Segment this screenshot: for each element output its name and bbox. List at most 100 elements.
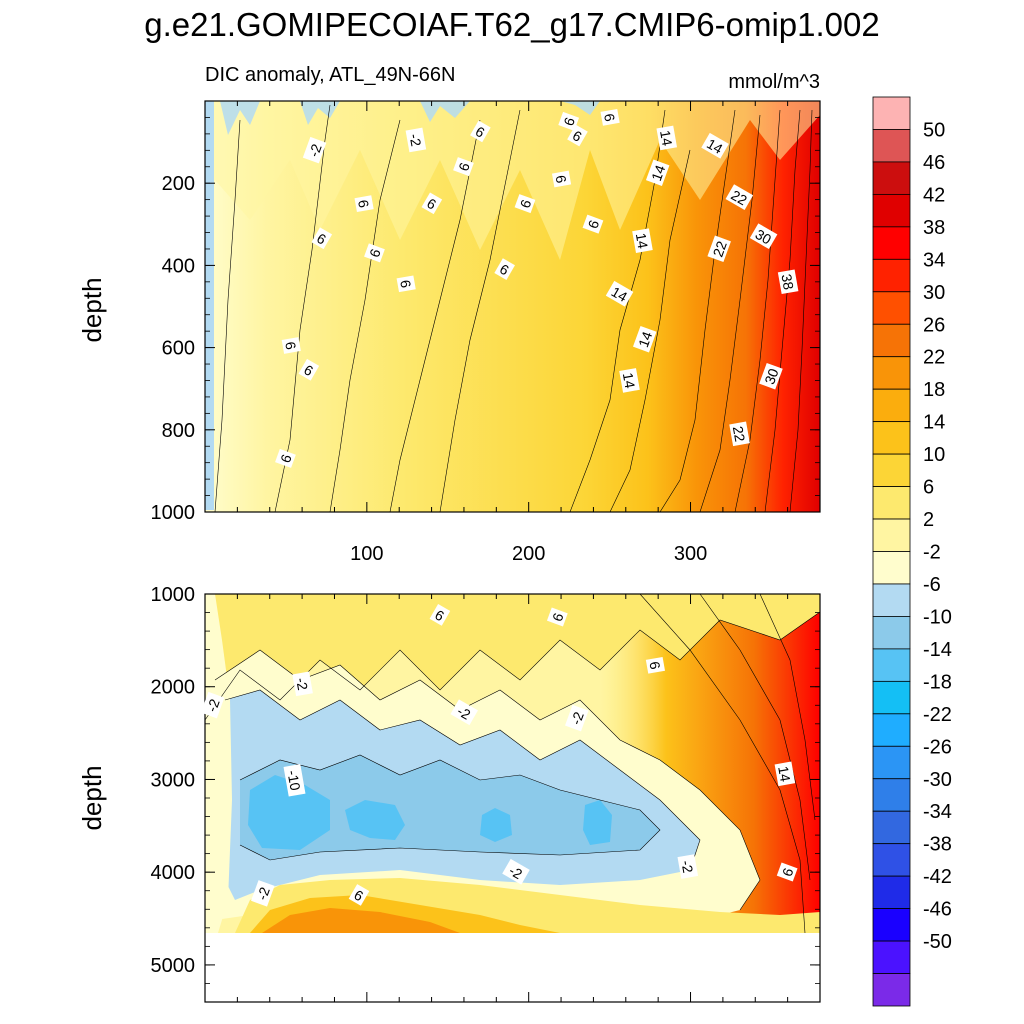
contour-label-box [605, 280, 634, 307]
contour-label-box [632, 228, 653, 253]
colorbar-swatch [872, 680, 911, 715]
contour-label-box [292, 671, 313, 697]
upper-ticks: 200 400 600 800 1000 [151, 100, 820, 524]
colorbar-label: -26 [923, 736, 952, 758]
contour-label: -2 [677, 854, 699, 879]
contour-label: 22 [729, 421, 750, 447]
contour-label: 6 [494, 258, 515, 280]
ytick-label: 600 [162, 338, 195, 360]
contour-label-box [701, 132, 729, 159]
lower-contour-lines [205, 594, 820, 933]
contour-label: 14 [632, 325, 657, 353]
contour-label: -2 [200, 691, 225, 719]
xtick-label: 200 [512, 543, 545, 565]
lower-bottom-warm3 [262, 908, 460, 933]
colorbar-swatch [872, 778, 911, 812]
colorbar-swatch [872, 193, 911, 228]
contour-label-box [298, 358, 320, 381]
contour-label-box [558, 111, 580, 131]
contour-label-text: 22 [728, 187, 750, 209]
colorbar-swatch [872, 129, 911, 163]
colorbar-swatch [872, 96, 911, 130]
contour-label-box [777, 269, 799, 295]
contour-label-box [502, 858, 530, 885]
upper-frame [204, 100, 821, 513]
contour-label: 6 [364, 243, 385, 263]
upper-ylabel: depth [77, 277, 107, 342]
colorbar-label: 46 [923, 152, 945, 174]
colorbar-label: -50 [923, 931, 952, 953]
contour-label: 30 [749, 223, 778, 250]
contour-label-text: 14 [657, 129, 675, 147]
lower-minus14-blobs [248, 775, 612, 850]
contour-label-box [450, 699, 478, 726]
contour-label-box [776, 862, 798, 882]
contour-label: 6 [776, 862, 798, 882]
colorbar-label: -34 [923, 801, 952, 823]
colorbar-label: -42 [923, 866, 952, 888]
contour-label-box [494, 258, 515, 280]
ytick-label: 800 [162, 420, 195, 442]
contour-label-text: 6 [282, 340, 299, 351]
contour-label-text: 14 [609, 283, 631, 305]
xtick-label: 300 [674, 543, 707, 565]
contour-label: 6 [421, 192, 443, 215]
contour-label-text: 22 [730, 425, 748, 443]
colorbar-swatch [872, 388, 911, 423]
contour-label-box [645, 656, 665, 674]
contour-label-box [453, 157, 474, 177]
contour-label-text: 22 [709, 239, 729, 259]
contour-label-text: 6 [601, 112, 618, 123]
contour-label-box [364, 243, 385, 263]
colorbar-label: 34 [923, 249, 945, 271]
contour-label: 22 [707, 235, 731, 263]
contour-label-box [725, 184, 754, 211]
contour-label: -2 [502, 858, 530, 885]
contour-label-text: -2 [254, 885, 273, 902]
contour-label: 6 [453, 157, 474, 177]
ytick-label: 1000 [151, 584, 196, 606]
ytick-label: 200 [162, 173, 195, 195]
colorbar-swatch [872, 745, 911, 780]
contour-label-box [600, 108, 620, 126]
lower-minus10-zone [240, 755, 660, 860]
colorbar-label: 18 [923, 379, 945, 401]
contour-label-text: 6 [355, 199, 372, 210]
colorbar-swatch [872, 843, 911, 877]
colorbar-swatch [872, 161, 911, 195]
contour-label-box [774, 761, 796, 787]
chart-title: g.e21.GOMIPECOIAF.T62_g17.CMIP6-omip1.00… [144, 6, 880, 43]
contour-label-text: 14 [633, 232, 651, 250]
contour-label: 6 [311, 227, 333, 250]
contour-label: -2 [450, 699, 478, 726]
lower-land-mask [205, 933, 820, 1002]
contour-label: 6 [600, 108, 620, 126]
ytick-label: 3000 [151, 769, 196, 791]
colorbar-swatch [872, 616, 911, 650]
contour-label-text: -10 [284, 769, 303, 792]
contour-label-text: 6 [552, 174, 569, 185]
contour-label: 14 [619, 368, 640, 393]
contour-label-text: -2 [568, 709, 587, 726]
contour-label: 14 [701, 132, 729, 159]
contour-label-box [551, 170, 572, 188]
contour-label: 6 [298, 358, 320, 381]
contour-label: 6 [558, 111, 580, 131]
ytick-label: 4000 [151, 862, 196, 884]
colorbar-label: 50 [923, 119, 945, 141]
colorbar-label: 30 [923, 282, 945, 304]
contour-label-box [567, 124, 588, 147]
contour-label-box [302, 136, 327, 164]
colorbar-label: -2 [923, 542, 941, 564]
contour-label-text: 14 [635, 329, 655, 349]
contour-label: 6 [354, 195, 374, 213]
colorbar-label: 38 [923, 217, 945, 239]
contour-label-box [632, 325, 657, 353]
contour-label-box [251, 880, 275, 907]
contour-label-box [311, 227, 333, 250]
lower-contour-labels: -2 -2 -2 -2 -2 -2 -2 -10 6 6 6 6 6 14 [200, 604, 798, 907]
colorbar-swatch [872, 908, 911, 942]
ytick-label: 400 [162, 255, 195, 277]
